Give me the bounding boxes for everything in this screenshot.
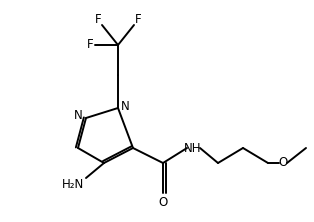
Text: F: F (135, 14, 141, 26)
Text: NH: NH (184, 141, 202, 155)
Text: N: N (74, 109, 83, 123)
Text: N: N (121, 101, 130, 113)
Text: F: F (95, 14, 101, 26)
Text: O: O (279, 157, 288, 170)
Text: F: F (87, 38, 93, 52)
Text: O: O (158, 196, 168, 208)
Text: H₂N: H₂N (62, 178, 84, 192)
